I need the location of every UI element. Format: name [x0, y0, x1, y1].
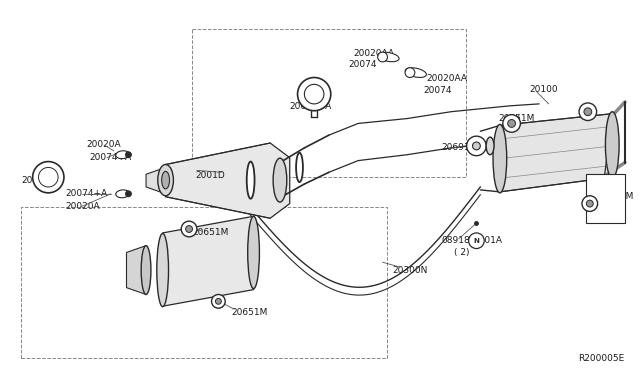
Text: 20651M: 20651M — [598, 192, 634, 201]
Ellipse shape — [605, 112, 619, 178]
Text: 20651M: 20651M — [498, 114, 534, 123]
Ellipse shape — [378, 52, 399, 62]
Circle shape — [582, 196, 598, 211]
Text: 08918-3401A: 08918-3401A — [441, 236, 502, 245]
Text: N: N — [474, 238, 479, 244]
Text: 20695+A: 20695+A — [290, 102, 332, 111]
Polygon shape — [127, 246, 146, 295]
Text: 20651M: 20651M — [231, 308, 268, 317]
Circle shape — [298, 77, 331, 111]
Ellipse shape — [296, 153, 303, 182]
Text: 2001D: 2001D — [195, 171, 225, 180]
Text: 20691: 20691 — [441, 143, 470, 153]
Circle shape — [467, 136, 486, 156]
Circle shape — [378, 52, 387, 62]
Text: 20651M: 20651M — [192, 228, 228, 237]
Polygon shape — [163, 216, 253, 306]
Text: 20020AA: 20020AA — [427, 74, 468, 83]
Text: 20020A: 20020A — [65, 202, 100, 211]
Ellipse shape — [273, 158, 287, 202]
Text: 20300N: 20300N — [392, 266, 428, 275]
Circle shape — [584, 108, 592, 116]
Circle shape — [38, 167, 58, 187]
Ellipse shape — [157, 233, 168, 307]
Text: 20020A: 20020A — [86, 141, 121, 150]
Text: 20100: 20100 — [529, 85, 558, 94]
Polygon shape — [500, 114, 612, 192]
Text: ( 2): ( 2) — [454, 248, 469, 257]
Ellipse shape — [116, 190, 129, 198]
Circle shape — [508, 119, 515, 127]
Ellipse shape — [116, 151, 129, 159]
Ellipse shape — [141, 246, 151, 295]
Circle shape — [305, 84, 324, 104]
Text: 20074: 20074 — [424, 86, 452, 95]
Text: 20074+A: 20074+A — [90, 153, 131, 162]
Circle shape — [212, 295, 225, 308]
Ellipse shape — [486, 137, 494, 155]
Circle shape — [125, 191, 131, 197]
Circle shape — [186, 225, 193, 232]
Text: R200005E: R200005E — [578, 353, 624, 363]
Circle shape — [586, 200, 593, 207]
Text: 20074+A: 20074+A — [65, 189, 107, 198]
Ellipse shape — [493, 124, 507, 193]
Polygon shape — [146, 167, 166, 194]
Circle shape — [472, 142, 481, 150]
Circle shape — [468, 233, 484, 248]
Text: 20074: 20074 — [348, 60, 377, 69]
Bar — [586, 174, 625, 223]
Circle shape — [33, 161, 64, 193]
Ellipse shape — [158, 164, 173, 196]
Text: 20020AA: 20020AA — [353, 49, 394, 58]
Circle shape — [216, 298, 221, 304]
Ellipse shape — [162, 171, 170, 189]
Ellipse shape — [248, 216, 259, 289]
Circle shape — [125, 152, 131, 158]
Circle shape — [405, 68, 415, 77]
Circle shape — [579, 103, 596, 121]
Text: 20695: 20695 — [21, 176, 49, 185]
Circle shape — [181, 221, 197, 237]
Ellipse shape — [405, 68, 426, 77]
Polygon shape — [166, 143, 290, 218]
Ellipse shape — [247, 161, 255, 199]
Circle shape — [503, 115, 520, 132]
